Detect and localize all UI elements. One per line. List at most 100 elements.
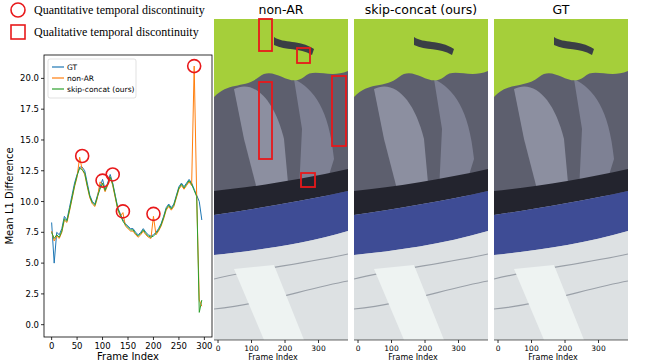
series-line	[52, 168, 202, 312]
panel-x-tick-label: 0	[216, 344, 221, 353]
frame-image-content	[214, 19, 348, 340]
image-board	[514, 265, 584, 340]
x-tick-label: 50	[72, 341, 83, 351]
x-tick	[51, 337, 52, 340]
panel-x-tick-label: 300	[311, 344, 326, 353]
image-background	[354, 19, 488, 340]
y-tick	[41, 232, 44, 233]
panel-x-tick-label: 200	[278, 344, 293, 353]
image-jacket	[494, 19, 628, 97]
image-jacket-print	[274, 37, 314, 55]
panel-x-tick	[285, 340, 286, 343]
discontinuity-circle	[106, 168, 119, 181]
y-tick-label: 2.5	[25, 289, 39, 299]
x-tick-label: 250	[171, 341, 187, 351]
panel-x-tick-label: 300	[451, 344, 466, 353]
image-jacket-print	[554, 37, 594, 55]
x-tick	[204, 337, 205, 340]
x-tick-label: 0	[49, 341, 54, 351]
panel-x-tick-label: 100	[524, 344, 539, 353]
discontinuity-box	[332, 76, 346, 146]
image-board	[374, 265, 444, 340]
series-line	[52, 167, 202, 263]
x-tick	[153, 337, 154, 340]
y-axis-label: Mean L1 Difference	[4, 147, 15, 244]
panel-x-tick-label: 100	[244, 344, 259, 353]
figure: Quantitative temporal discontinuity Quali…	[0, 0, 646, 364]
plot-frame	[44, 55, 212, 337]
x-tick	[77, 337, 78, 340]
y-tick-label: 12.5	[20, 166, 39, 176]
panel-x-tick	[425, 340, 426, 343]
panel-x-axis	[354, 340, 488, 341]
x-tick	[128, 337, 129, 340]
frame-image-content	[354, 19, 488, 340]
image-jacket-print	[414, 37, 454, 55]
panel-x-tick	[498, 340, 499, 343]
y-tick	[41, 139, 44, 140]
discontinuity-box	[259, 19, 272, 51]
x-tick-label: 300	[196, 341, 212, 351]
series-group	[52, 66, 202, 312]
annotation-legend-icon	[11, 25, 25, 39]
y-tick	[41, 293, 44, 294]
panel-x-tick	[531, 340, 532, 343]
annotation-legend-label: Qualitative temporal discontinuity	[34, 25, 199, 39]
x-axis-label: Frame Index	[97, 351, 159, 362]
discontinuity-box	[297, 48, 310, 63]
panel-x-tick-label: 200	[558, 344, 573, 353]
frame-image-content	[494, 19, 628, 340]
legend-swatch	[52, 66, 64, 67]
y-tick-label: 7.5	[25, 227, 39, 237]
discontinuity-circle	[188, 60, 201, 73]
y-tick-label: 0.0	[25, 320, 39, 330]
frame-image	[354, 19, 488, 340]
y-tick	[41, 263, 44, 264]
panel-x-axis-label: Frame Index	[248, 353, 298, 362]
annotation-legend-icon	[11, 3, 25, 17]
panel-x-tick-label: 200	[418, 344, 433, 353]
panel-x-tick	[358, 340, 359, 343]
image-ground	[354, 231, 488, 340]
panel-x-tick	[565, 340, 566, 343]
image-jacket	[214, 19, 348, 97]
y-tick	[41, 170, 44, 171]
legend-label: non-AR	[67, 74, 94, 83]
discontinuity-box	[301, 173, 315, 187]
y-tick	[41, 78, 44, 79]
discontinuity-circle	[76, 149, 89, 162]
legend-swatch	[52, 88, 64, 89]
x-tick	[102, 337, 103, 340]
legend-label: GT	[67, 63, 78, 72]
y-tick-label: 15.0	[20, 135, 39, 145]
panel-x-axis	[494, 340, 628, 341]
image-board	[234, 265, 304, 340]
frame-image	[214, 19, 348, 340]
x-tick-label: 200	[145, 341, 161, 351]
panel-x-tick	[598, 340, 599, 343]
discontinuity-circle	[116, 205, 129, 218]
discontinuity-box	[259, 82, 272, 159]
panel-x-axis-label: Frame Index	[388, 353, 438, 362]
y-tick-label: 5.0	[25, 258, 39, 268]
legend-label: skip-concat (ours)	[67, 85, 135, 94]
panel-x-axis-label: Frame Index	[528, 353, 578, 362]
frame-image	[494, 19, 628, 340]
image-legs	[234, 86, 289, 197]
panel-x-tick-label: 0	[356, 344, 361, 353]
panel-title: non-AR	[259, 2, 304, 17]
panel-x-tick-label: 300	[591, 344, 606, 353]
y-tick	[41, 109, 44, 110]
panel-x-tick	[251, 340, 252, 343]
y-tick-label: 10.0	[20, 197, 39, 207]
annotation-legend-label: Quantitative temporal discontinuity	[34, 3, 205, 17]
panel-x-tick-label: 100	[384, 344, 399, 353]
legend-box	[48, 59, 136, 98]
x-tick-label: 150	[120, 341, 136, 351]
panel-title: skip-concat (ours)	[365, 2, 478, 17]
image-background	[214, 19, 348, 340]
x-tick-label: 100	[94, 341, 110, 351]
panel-x-tick	[218, 340, 219, 343]
image-background	[494, 19, 628, 340]
panel-title: GT	[553, 2, 570, 17]
